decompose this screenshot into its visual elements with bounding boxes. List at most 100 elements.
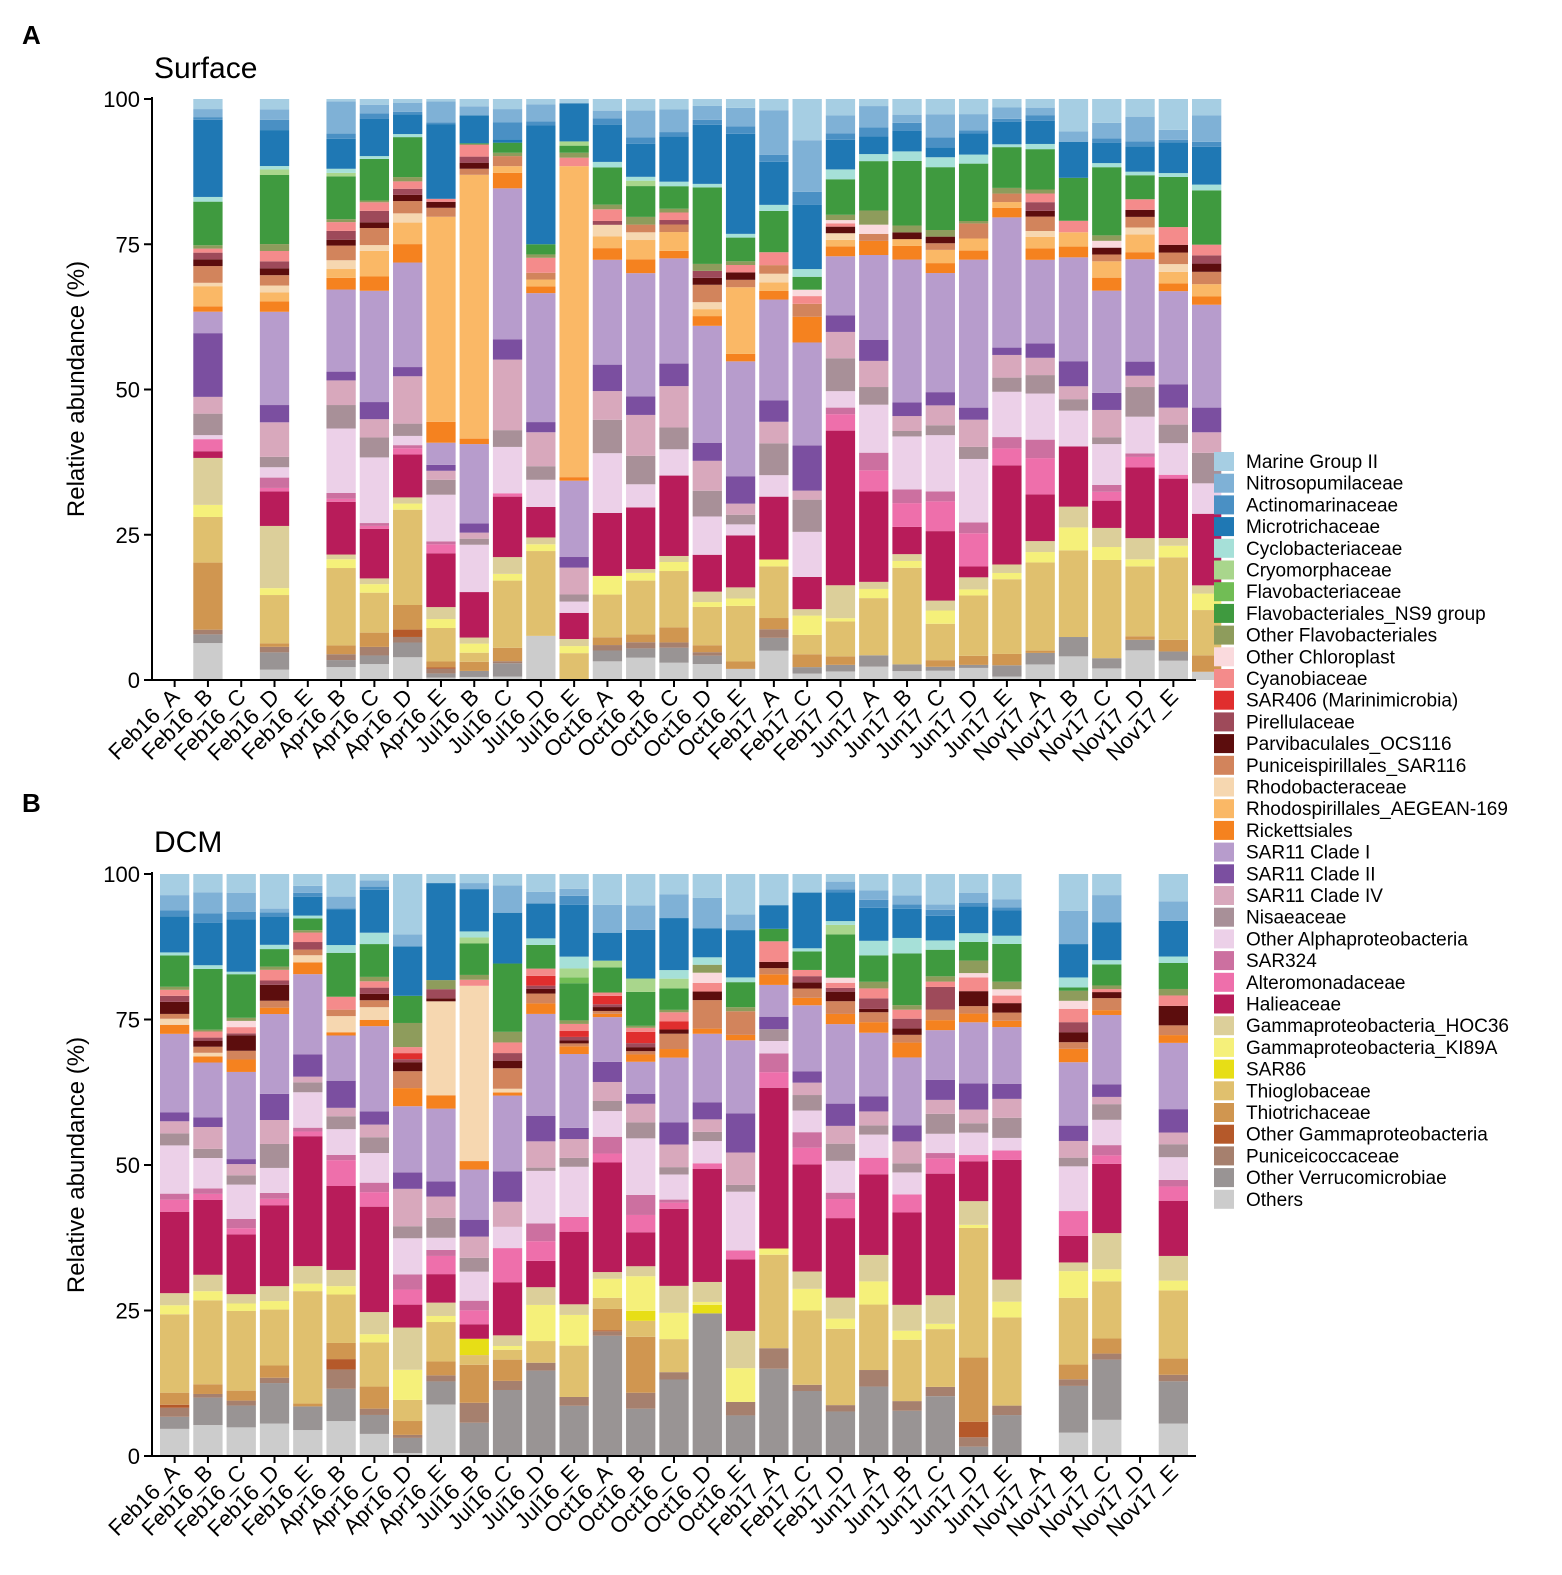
- segment-other-alphaproteobacteria: [1158, 1157, 1188, 1180]
- legend-swatch: [1214, 560, 1234, 580]
- segment-sar11-clade-ii: [459, 1219, 489, 1237]
- segment-other-alphaproteobacteria: [725, 524, 756, 536]
- segment-other-flavobacteriales: [1092, 985, 1122, 990]
- segment-sar11-clade-ii: [626, 1093, 656, 1104]
- segment-others: [1092, 1419, 1122, 1456]
- segment-flavobacteriales-ns9-group: [1158, 962, 1188, 989]
- segment-sar11-clade-iv: [626, 414, 656, 456]
- segment-flavobacteriales-ns9-group: [925, 949, 955, 977]
- bar-Oct16_B: [626, 874, 656, 1456]
- segment-puniceispirillales-sar116: [825, 1001, 856, 1014]
- segment-pirellulaceae: [226, 1033, 256, 1036]
- segment-halieaceae: [592, 513, 623, 576]
- y-tick-label: 100: [103, 87, 140, 112]
- segment-other-alphaproteobacteria: [992, 1137, 1022, 1151]
- bar-Jun17_E: [992, 874, 1022, 1456]
- segment-gammaproteobacteria-ki89a: [559, 646, 589, 654]
- segment-flavobacteriales-ns9-group: [1025, 149, 1055, 190]
- segment-nisaeaceae: [825, 1143, 856, 1161]
- segment-other-alphaproteobacteria: [759, 475, 789, 497]
- segment-other-gammaproteobacteria: [958, 1421, 989, 1438]
- segment-other-verrucomicrobiae: [326, 1388, 356, 1422]
- segment-nitrosopumilaceae: [359, 880, 390, 887]
- segment-nitrosopumilaceae: [626, 905, 656, 930]
- segment-halieaceae: [892, 526, 922, 555]
- segment-nitrosopumilaceae: [492, 885, 523, 913]
- segment-pirellulaceae: [259, 980, 290, 985]
- segment-puniceicoccaceae: [859, 1370, 889, 1387]
- segment-cyanobiaceae: [393, 1047, 423, 1054]
- segment-cyclobacteriaceae: [1158, 173, 1188, 177]
- segment-sar11-clade-ii: [1092, 1084, 1122, 1097]
- segment-alteromonadaceae: [226, 1228, 256, 1235]
- segment-marine-group-ii: [958, 99, 989, 115]
- segment-cyanobiaceae: [992, 995, 1022, 1004]
- segment-microtrichaceae: [259, 130, 290, 167]
- segment-marine-group-ii: [1125, 99, 1155, 117]
- segment-thiotrichaceae: [359, 1386, 390, 1409]
- segment-gammaproteobacteria-ki89a: [659, 1312, 689, 1340]
- segment-rickettsiales: [426, 421, 456, 443]
- segment-sar11-clade-iv: [193, 396, 223, 414]
- segment-puniceispirillales-sar116: [293, 949, 323, 956]
- segment-sar324: [459, 1300, 489, 1311]
- segment-parvibaculales-ocs116: [492, 1060, 523, 1069]
- legend-item: SAR11 Clade I: [1214, 842, 1370, 864]
- segment-puniceispirillales-sar116: [992, 1012, 1022, 1021]
- segment-sar324: [825, 407, 856, 415]
- segment-sar11-clade-iv: [1058, 1140, 1089, 1158]
- segment-cyanobiaceae: [792, 969, 822, 977]
- segment-thiotrichaceae: [792, 654, 822, 668]
- legend-label: Rickettsiales: [1246, 821, 1353, 842]
- segment-flavobacteriales-ns9-group: [1125, 175, 1155, 200]
- segment-other-verrucomicrobiae: [393, 1437, 423, 1453]
- segment-sar11-clade-ii: [626, 396, 656, 415]
- segment-parvibaculales-ocs116: [892, 232, 922, 240]
- segment-marine-group-ii: [492, 99, 523, 110]
- segment-puniceispirillales-sar116: [925, 243, 955, 250]
- segment-other-verrucomicrobiae: [426, 673, 456, 678]
- segment-alteromonadaceae: [792, 1147, 822, 1165]
- segment-others: [160, 1428, 190, 1456]
- segment-pirellulaceae: [559, 1036, 589, 1041]
- segment-rhodospirillales-aegean-169: [1158, 271, 1188, 284]
- segment-cyclobacteriaceae: [326, 168, 356, 173]
- segment-rhodospirillales-aegean-169: [825, 239, 856, 247]
- segment-others: [293, 1430, 323, 1456]
- segment-pirellulaceae: [359, 987, 390, 994]
- segment-rhodospirillales-aegean-169: [925, 249, 955, 264]
- segment-rickettsiales: [526, 1003, 556, 1014]
- legend-item: Thiotrichaceae: [1214, 1103, 1371, 1124]
- segment-pirellulaceae: [359, 210, 390, 223]
- segment-microtrichaceae: [326, 909, 356, 946]
- segment-marine-group-ii: [459, 874, 489, 884]
- segment-cyclobacteriaceae: [792, 948, 822, 952]
- segment-marine-group-ii: [992, 99, 1022, 108]
- segment-cyclobacteriaceae: [459, 931, 489, 938]
- segment-sar11-clade-iv: [992, 1098, 1022, 1118]
- segment-thioglobaceae: [759, 1254, 789, 1349]
- segment-microtrichaceae: [1058, 944, 1089, 978]
- segment-halieaceae: [958, 566, 989, 578]
- legend-label: Thioglobaceae: [1246, 1081, 1371, 1102]
- segment-gammaproteobacteria-ki89a: [1058, 527, 1089, 551]
- segment-halieaceae: [759, 496, 789, 560]
- segment-thiotrichaceae: [259, 1365, 290, 1378]
- segment-parvibaculales-ocs116: [925, 236, 955, 244]
- segment-nisaeaceae: [526, 466, 556, 480]
- segment-puniceispirillales-sar116: [1158, 252, 1188, 265]
- segment-other-flavobacteriales: [725, 1007, 756, 1012]
- segment-nitrosopumilaceae: [259, 109, 290, 120]
- segment-cyclobacteriaceae: [992, 935, 1022, 944]
- segment-other-flavobacteriales: [393, 177, 423, 182]
- segment-puniceicoccaceae: [825, 1405, 856, 1412]
- segment-nisaeaceae: [892, 1163, 922, 1173]
- segment-sar11-clade-iv: [725, 1152, 756, 1185]
- segment-alteromonadaceae: [992, 1150, 1022, 1160]
- segment-cyanobiaceae: [792, 296, 822, 304]
- legend-label: SAR86: [1246, 1060, 1306, 1081]
- y-tick-label: 0: [128, 668, 140, 693]
- segment-cyanobiaceae: [1125, 199, 1155, 210]
- legend-item: Others: [1214, 1189, 1303, 1211]
- segment-puniceicoccaceae: [393, 1434, 423, 1438]
